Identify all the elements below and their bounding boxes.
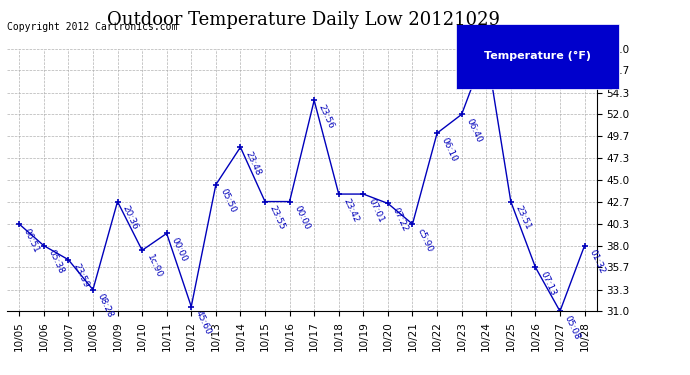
Text: 00:00: 00:00	[293, 204, 311, 232]
Text: 23:42: 23:42	[342, 197, 360, 224]
Text: 07:13: 07:13	[538, 270, 558, 297]
Text: 23:56: 23:56	[317, 103, 336, 130]
Text: 06:40: 06:40	[464, 117, 484, 144]
Text: Temperature (°F): Temperature (°F)	[484, 51, 591, 62]
Text: 07:22: 07:22	[391, 206, 410, 233]
Text: Outdoor Temperature Daily Low 20121029: Outdoor Temperature Daily Low 20121029	[107, 11, 500, 29]
Text: 06:51: 06:51	[22, 227, 41, 254]
Text: 05: 05	[489, 51, 502, 66]
Text: 06:10: 06:10	[440, 136, 459, 163]
Text: 05:08: 05:08	[563, 314, 582, 341]
Text: 05:38: 05:38	[46, 248, 66, 276]
Text: 07:01: 07:01	[366, 197, 385, 224]
Text: 00:00: 00:00	[170, 236, 188, 264]
Text: 23:55: 23:55	[268, 204, 287, 231]
Text: 08:28: 08:28	[96, 292, 115, 320]
Text: 23:51: 23:51	[513, 204, 533, 231]
Text: Copyright 2012 Cartronics.com: Copyright 2012 Cartronics.com	[7, 22, 177, 33]
Text: 05:50: 05:50	[219, 188, 238, 215]
Text: 01:32: 01:32	[587, 248, 607, 276]
Text: 23:48: 23:48	[243, 150, 262, 177]
Text: 1c:90: 1c:90	[145, 253, 164, 280]
Text: 23:59: 23:59	[71, 262, 90, 290]
Text: 20:36: 20:36	[120, 204, 139, 231]
Text: 45:60: 45:60	[194, 309, 213, 336]
Text: c5:90: c5:90	[415, 227, 434, 254]
